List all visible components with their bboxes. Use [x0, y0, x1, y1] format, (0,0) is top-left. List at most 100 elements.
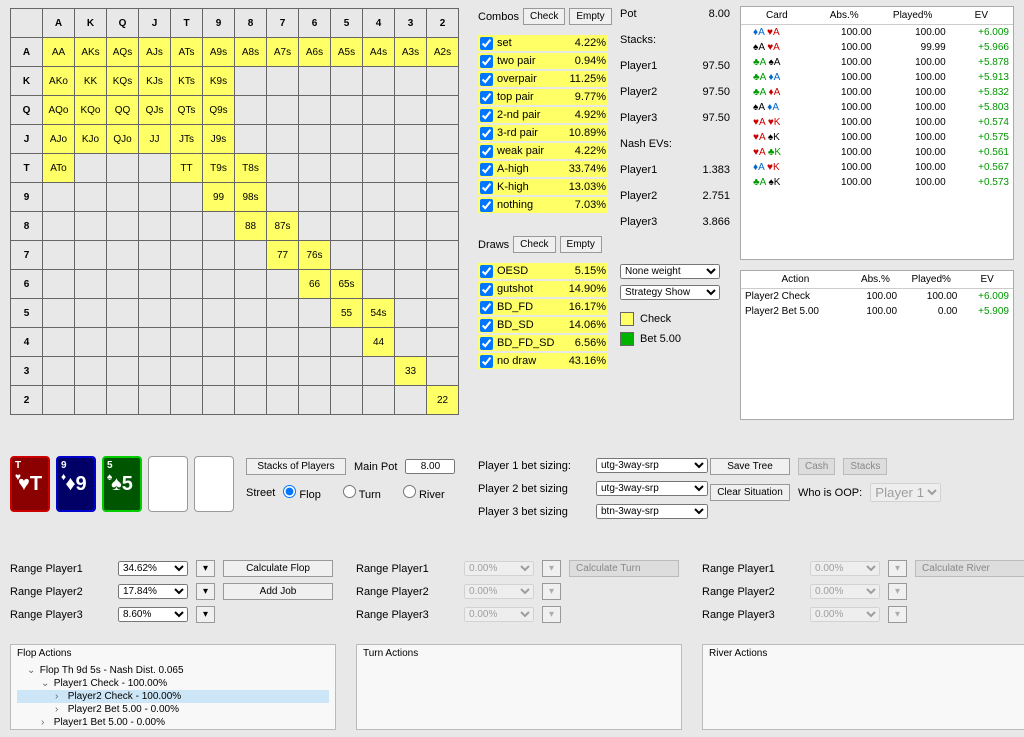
hand-cell-J2s[interactable] — [427, 125, 459, 154]
hand-cell-65o[interactable] — [299, 299, 331, 328]
hand-cell-A4s[interactable]: A4s — [363, 38, 395, 67]
hand-cell-T5o[interactable] — [171, 299, 203, 328]
hand-cell-A5o[interactable] — [43, 299, 75, 328]
hand-cell-QJs[interactable]: QJs — [139, 96, 171, 125]
range-expand-button[interactable]: ▾ — [196, 606, 215, 623]
combo-checkbox[interactable] — [480, 91, 493, 104]
hand-cell-84s[interactable] — [363, 212, 395, 241]
hand-cell-Q2s[interactable] — [427, 96, 459, 125]
combo-row[interactable]: BD_FD16.17% — [478, 299, 608, 315]
hand-cell-K6s[interactable] — [299, 67, 331, 96]
hand-cell-K7s[interactable] — [267, 67, 299, 96]
hand-cell-AJs[interactable]: AJs — [139, 38, 171, 67]
combo-row[interactable]: overpair11.25% — [478, 71, 608, 87]
hand-cell-Q8s[interactable] — [235, 96, 267, 125]
hand-cell-98o[interactable] — [203, 212, 235, 241]
hand-cell-KQs[interactable]: KQs — [107, 67, 139, 96]
hand-cell-22[interactable]: 22 — [427, 386, 459, 415]
hand-cell-75s[interactable] — [331, 241, 363, 270]
hand-cell-KQo[interactable]: KQo — [75, 96, 107, 125]
hand-cell-87s[interactable]: 87s — [267, 212, 299, 241]
hand-cell-82o[interactable] — [235, 386, 267, 415]
hand-cell-64o[interactable] — [299, 328, 331, 357]
hand-cell-TT[interactable]: TT — [171, 154, 203, 183]
hand-cell-95s[interactable] — [331, 183, 363, 212]
action-row[interactable]: Player2 Check100.00100.00+6.009 — [741, 289, 1013, 305]
combos-empty-button[interactable]: Empty — [569, 8, 611, 25]
hand-cell-93s[interactable] — [395, 183, 427, 212]
action-ev-table[interactable]: ActionAbs.%Played%EVPlayer2 Check100.001… — [740, 270, 1014, 420]
hand-cell-AJo[interactable]: AJo — [43, 125, 75, 154]
combo-checkbox[interactable] — [480, 265, 493, 278]
hand-cell-A3o[interactable] — [43, 357, 75, 386]
hand-cell-KJo[interactable]: KJo — [75, 125, 107, 154]
hand-cell-92o[interactable] — [203, 386, 235, 415]
combos-check-button[interactable]: Check — [523, 8, 565, 25]
hand-cell-64s[interactable] — [363, 270, 395, 299]
hand-cell-55[interactable]: 55 — [331, 299, 363, 328]
combo-checkbox[interactable] — [480, 337, 493, 350]
hand-cell-J7s[interactable] — [267, 125, 299, 154]
draws-check-button[interactable]: Check — [513, 236, 555, 253]
hand-cell-62o[interactable] — [299, 386, 331, 415]
hand-cell-K8o[interactable] — [75, 212, 107, 241]
hand-cell-A5s[interactable]: A5s — [331, 38, 363, 67]
hand-cell-Q9o[interactable] — [107, 183, 139, 212]
card-row[interactable]: ♣A ♦A100.00100.00+5.832 — [741, 85, 1013, 100]
hand-cell-T8o[interactable] — [171, 212, 203, 241]
hand-cell-42s[interactable] — [427, 328, 459, 357]
hand-cell-74s[interactable] — [363, 241, 395, 270]
hand-cell-42o[interactable] — [363, 386, 395, 415]
hand-cell-43o[interactable] — [363, 357, 395, 386]
card-row[interactable]: ♣A ♠A100.00100.00+5.878 — [741, 55, 1013, 70]
hand-cell-ATo[interactable]: ATo — [43, 154, 75, 183]
board-card[interactable]: T♥♥T — [10, 456, 50, 512]
combo-checkbox[interactable] — [480, 181, 493, 194]
hand-cell-K9s[interactable]: K9s — [203, 67, 235, 96]
hand-cell-93o[interactable] — [203, 357, 235, 386]
hand-cell-96o[interactable] — [203, 270, 235, 299]
combo-checkbox[interactable] — [480, 37, 493, 50]
tree-node[interactable]: › Player2 Check - 100.00% — [17, 690, 329, 703]
hand-cell-T4s[interactable] — [363, 154, 395, 183]
hand-cell-73s[interactable] — [395, 241, 427, 270]
card-row[interactable]: ♠A ♥A100.0099.99+5.966 — [741, 40, 1013, 55]
hand-cell-76s[interactable]: 76s — [299, 241, 331, 270]
combo-row[interactable]: gutshot14.90% — [478, 281, 608, 297]
hand-cell-KTs[interactable]: KTs — [171, 67, 203, 96]
stacks-of-players-button[interactable]: Stacks of Players — [246, 458, 346, 475]
hand-cell-QTs[interactable]: QTs — [171, 96, 203, 125]
hand-cell-52s[interactable] — [427, 299, 459, 328]
hand-cell-K3s[interactable] — [395, 67, 427, 96]
action-row[interactable]: Player2 Bet 5.00100.000.00+5.909 — [741, 304, 1013, 319]
hand-cell-54o[interactable] — [331, 328, 363, 357]
card-row[interactable]: ♥A ♥K100.00100.00+0.574 — [741, 115, 1013, 130]
combo-row[interactable]: nothing7.03% — [478, 197, 608, 213]
combo-checkbox[interactable] — [480, 301, 493, 314]
hand-cell-K8s[interactable] — [235, 67, 267, 96]
hand-cell-A6o[interactable] — [43, 270, 75, 299]
card-row[interactable]: ♦A ♥A100.00100.00+6.009 — [741, 25, 1013, 41]
card-ev-table[interactable]: CardAbs.%Played%EV♦A ♥A100.00100.00+6.00… — [740, 6, 1014, 260]
hand-cell-T2o[interactable] — [171, 386, 203, 415]
hand-cell-K4o[interactable] — [75, 328, 107, 357]
hand-cell-82s[interactable] — [427, 212, 459, 241]
hand-cell-A8s[interactable]: A8s — [235, 38, 267, 67]
hand-cell-Q5o[interactable] — [107, 299, 139, 328]
flop-radio[interactable]: Flop — [283, 485, 320, 501]
hand-cell-JTs[interactable]: JTs — [171, 125, 203, 154]
hand-cell-T6o[interactable] — [171, 270, 203, 299]
hand-cell-QJo[interactable]: QJo — [107, 125, 139, 154]
hand-cell-Q9s[interactable]: Q9s — [203, 96, 235, 125]
combo-row[interactable]: 3-rd pair10.89% — [478, 125, 608, 141]
hand-cell-96s[interactable] — [299, 183, 331, 212]
hand-cell-95o[interactable] — [203, 299, 235, 328]
hand-cell-A8o[interactable] — [43, 212, 75, 241]
range-select[interactable]: 34.62% — [118, 561, 188, 576]
hand-cell-T7o[interactable] — [171, 241, 203, 270]
hand-cell-74o[interactable] — [267, 328, 299, 357]
hand-cell-T9o[interactable] — [171, 183, 203, 212]
hand-cell-T5s[interactable] — [331, 154, 363, 183]
hand-cell-K6o[interactable] — [75, 270, 107, 299]
combo-checkbox[interactable] — [480, 163, 493, 176]
